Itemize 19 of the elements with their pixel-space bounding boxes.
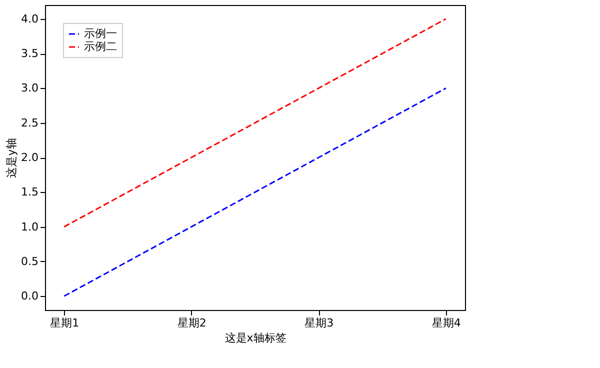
y-axis-title: 这是y轴 <box>5 138 18 178</box>
y-tick-label: 1.5 <box>21 186 38 199</box>
y-tick-label: 4.0 <box>21 12 38 26</box>
y-tick-label: 1.0 <box>21 220 38 234</box>
x-tick-label: 星期2 <box>177 316 206 330</box>
x-tick-label: 星期1 <box>50 316 80 330</box>
legend-label: 示例一 <box>84 27 117 40</box>
legend-label: 示例二 <box>84 40 117 53</box>
x-tick-label: 星期3 <box>304 316 334 330</box>
y-tick-label: 0.0 <box>21 290 38 303</box>
y-tick-label: 3.0 <box>21 82 38 95</box>
y-tick-label: 2.0 <box>21 151 38 164</box>
y-tick-label: 0.5 <box>21 254 38 268</box>
y-tick-label: 2.5 <box>21 116 38 130</box>
line-series <box>63 87 447 297</box>
y-tick-label: 3.5 <box>21 47 38 60</box>
x-tick-label: 星期4 <box>432 316 461 330</box>
line-series <box>63 18 447 228</box>
x-axis-title: 这是x轴标签 <box>224 332 286 344</box>
